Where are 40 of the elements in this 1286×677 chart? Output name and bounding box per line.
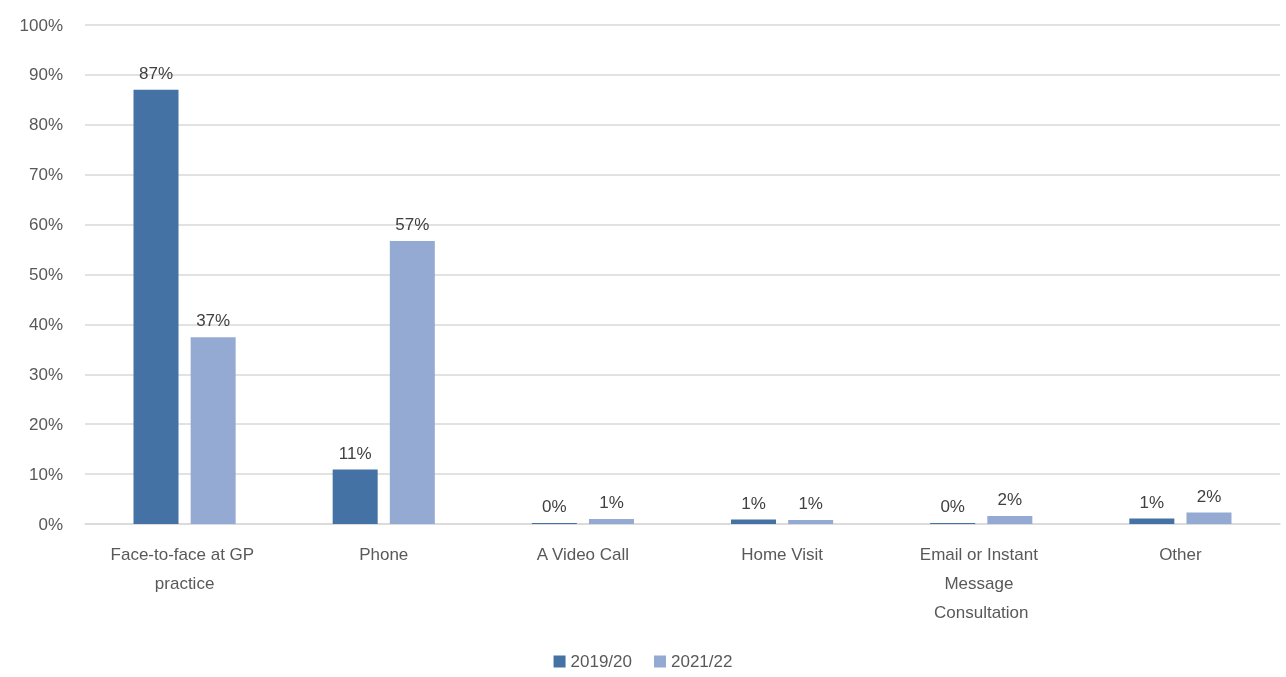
data-label: 1%: [798, 494, 823, 514]
data-label: 2%: [997, 490, 1023, 510]
y-tick-label: 10%: [28, 464, 63, 484]
bar: [588, 519, 634, 524]
bar: [1186, 512, 1232, 524]
x-tick-label: Email or Instant Message Consultation: [919, 545, 1043, 622]
bar: [1129, 518, 1175, 524]
data-label: 1%: [1139, 492, 1165, 512]
bar: [332, 469, 378, 524]
data-label: 0%: [940, 497, 965, 516]
data-label: 57%: [395, 215, 430, 235]
y-tick-label: 0%: [38, 514, 63, 534]
data-label: 11%: [338, 443, 372, 463]
bar: [389, 241, 435, 524]
data-label: 1%: [741, 493, 766, 513]
y-tick-label: 70%: [28, 165, 63, 185]
x-tick-label: A Video Call: [536, 545, 630, 564]
bar: [190, 337, 236, 524]
y-tick-label: 80%: [28, 115, 63, 135]
data-label: 1%: [599, 493, 624, 513]
x-tick-label: Face-to-face at GP practice: [110, 545, 259, 593]
y-tick-label: 40%: [28, 314, 63, 334]
y-tick-label: 90%: [28, 65, 63, 85]
y-tick-label: 30%: [28, 364, 63, 384]
bar: [133, 89, 179, 524]
x-tick-label: Home Visit: [741, 545, 824, 564]
y-tick-label: 60%: [28, 215, 63, 235]
data-label: 0%: [542, 497, 567, 516]
data-label: 2%: [1196, 486, 1222, 506]
y-tick-label: 100%: [19, 15, 63, 35]
y-tick-label: 20%: [28, 414, 63, 434]
bar: [987, 516, 1033, 524]
data-label: 87%: [138, 63, 174, 83]
x-tick-label: Other: [1159, 545, 1203, 564]
legend-label: 2019/20: [570, 652, 632, 671]
data-label: 37%: [196, 311, 231, 331]
bar: [788, 520, 834, 524]
y-tick-label: 50%: [28, 265, 63, 284]
x-tick-label: Phone: [359, 545, 409, 564]
legend-label: 2021/22: [671, 652, 733, 671]
